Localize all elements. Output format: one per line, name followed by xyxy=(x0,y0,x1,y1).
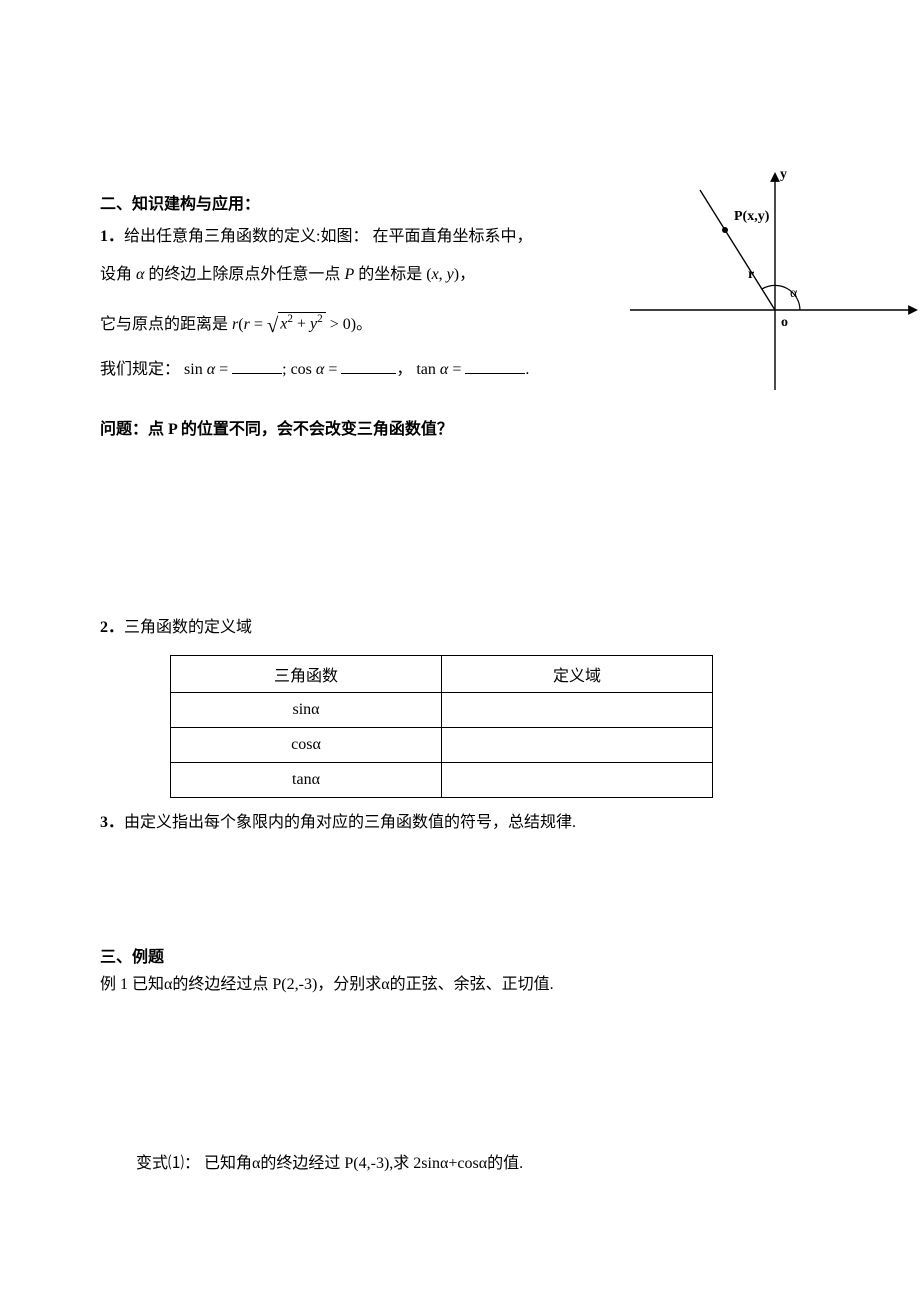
s2-item2: 2．三角函数的定义域 xyxy=(100,609,820,647)
th-domain: 定义域 xyxy=(442,656,713,693)
row-sin: sinα xyxy=(171,693,442,728)
coord-svg: x y o P(x,y) r α xyxy=(610,165,920,415)
radical-icon: √ xyxy=(267,314,278,337)
svg-text:o: o xyxy=(781,315,788,330)
l2d: ， xyxy=(459,266,475,283)
item1-lead: 1． xyxy=(100,228,124,245)
row-cos-domain xyxy=(442,728,713,763)
coordinate-figure: x y o P(x,y) r α xyxy=(610,165,920,415)
page: x y o P(x,y) r α 二、知识建构与应用： 1．给出任意角三角函数的… xyxy=(0,0,920,1238)
section-3-heading: 三、例题 xyxy=(100,943,820,967)
svg-text:r: r xyxy=(748,267,754,282)
item2-lead: 2． xyxy=(100,619,124,636)
item2-text: 三角函数的定义域 xyxy=(124,619,252,636)
item3-lead: 3． xyxy=(100,814,124,831)
blank-tan xyxy=(465,357,525,374)
row-cos: cosα xyxy=(171,728,442,763)
ex1-text: 已知α的终边经过点 P(2,-3)，分别求α的正弦、余弦、正切值. xyxy=(132,976,554,993)
blank-sin xyxy=(232,357,282,374)
svg-text:y: y xyxy=(780,167,787,182)
eq1: = xyxy=(215,361,232,378)
row-tan-domain xyxy=(442,763,713,798)
svg-text:P(x,y): P(x,y) xyxy=(734,209,770,224)
tan-a: tan α xyxy=(416,361,448,378)
sin-a: sin α xyxy=(184,361,215,378)
coords: (x, y) xyxy=(426,266,459,283)
var1-label: 变式⑴： xyxy=(136,1155,204,1172)
gt0: > 0) xyxy=(326,316,356,333)
ex1-label: 例 1 xyxy=(100,976,132,993)
dot: . xyxy=(525,361,529,378)
l2a: 设角 xyxy=(100,266,136,283)
s2-question: 问题：点 P 的位置不同，会不会改变三角函数值？ xyxy=(100,415,820,439)
s2-item3: 3．由定义指出每个象限内的角对应的三角函数值的符号，总结规律. xyxy=(100,804,820,842)
period: 。 xyxy=(356,316,372,333)
l3a: 它与原点的距离是 xyxy=(100,316,232,333)
cos-a: cos α xyxy=(291,361,325,378)
eq2: = xyxy=(324,361,341,378)
example-1: 例 1 已知α的终边经过点 P(2,-3)，分别求α的正弦、余弦、正切值. xyxy=(100,971,820,1000)
sqrt-expr: x2 + y2 xyxy=(278,312,325,333)
table-row: sinα xyxy=(171,693,713,728)
th-func: 三角函数 xyxy=(171,656,442,693)
semi: ; xyxy=(282,361,290,378)
table-row: tanα xyxy=(171,763,713,798)
variant-1: 变式⑴： 已知角α的终边经过 P(4,-3),求 2sinα+cosα的值. xyxy=(100,1150,820,1179)
blank-cos xyxy=(341,357,396,374)
row-sin-domain xyxy=(442,693,713,728)
comma: ， xyxy=(396,361,416,378)
svg-text:α: α xyxy=(790,286,798,301)
l2c: 的坐标是 xyxy=(354,266,426,283)
var1-text: 已知角α的终边经过 P(4,-3),求 2sinα+cosα的值. xyxy=(204,1155,523,1172)
table-row: cosα xyxy=(171,728,713,763)
item3-text: 由定义指出每个象限内的角对应的三角函数值的符号，总结规律. xyxy=(124,814,576,831)
l4a: 我们规定： xyxy=(100,361,184,378)
domain-table: 三角函数 定义域 sinα cosα tanα xyxy=(170,655,713,798)
P-sym: P xyxy=(344,266,354,283)
row-tan: tanα xyxy=(171,763,442,798)
eq3: = xyxy=(448,361,465,378)
table-header-row: 三角函数 定义域 xyxy=(171,656,713,693)
l2b: 的终边上除原点外任意一点 xyxy=(144,266,344,283)
item1-l1: 给出任意角三角函数的定义:如图： 在平面直角坐标系中， xyxy=(124,228,532,245)
